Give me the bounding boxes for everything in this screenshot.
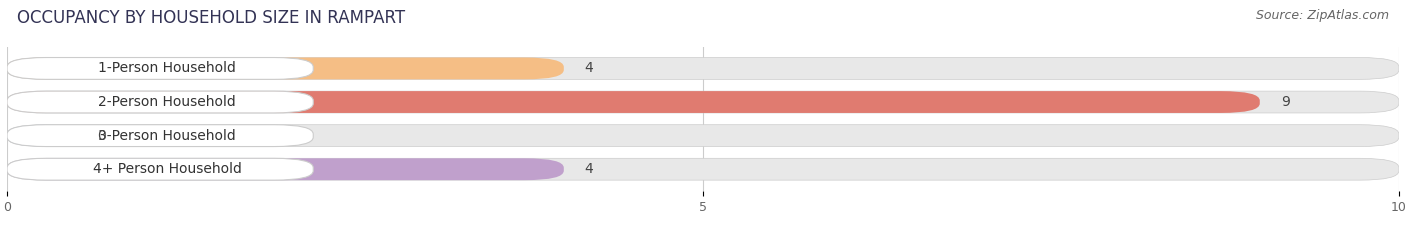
- Text: 1-Person Household: 1-Person Household: [98, 62, 236, 75]
- FancyBboxPatch shape: [7, 158, 564, 180]
- FancyBboxPatch shape: [7, 58, 564, 79]
- Text: 4: 4: [585, 62, 593, 75]
- Text: 3-Person Household: 3-Person Household: [98, 129, 236, 143]
- FancyBboxPatch shape: [7, 91, 1260, 113]
- Text: 4: 4: [585, 162, 593, 176]
- FancyBboxPatch shape: [7, 125, 1399, 147]
- Text: 2-Person Household: 2-Person Household: [98, 95, 236, 109]
- Text: Source: ZipAtlas.com: Source: ZipAtlas.com: [1256, 9, 1389, 22]
- FancyBboxPatch shape: [7, 125, 83, 147]
- FancyBboxPatch shape: [7, 91, 1399, 113]
- FancyBboxPatch shape: [7, 158, 314, 180]
- FancyBboxPatch shape: [7, 91, 314, 113]
- FancyBboxPatch shape: [7, 58, 314, 79]
- Text: 4+ Person Household: 4+ Person Household: [93, 162, 242, 176]
- FancyBboxPatch shape: [7, 158, 1399, 180]
- Text: 0: 0: [97, 129, 107, 143]
- FancyBboxPatch shape: [7, 125, 314, 147]
- Text: 9: 9: [1281, 95, 1289, 109]
- FancyBboxPatch shape: [7, 58, 1399, 79]
- Text: OCCUPANCY BY HOUSEHOLD SIZE IN RAMPART: OCCUPANCY BY HOUSEHOLD SIZE IN RAMPART: [17, 9, 405, 27]
